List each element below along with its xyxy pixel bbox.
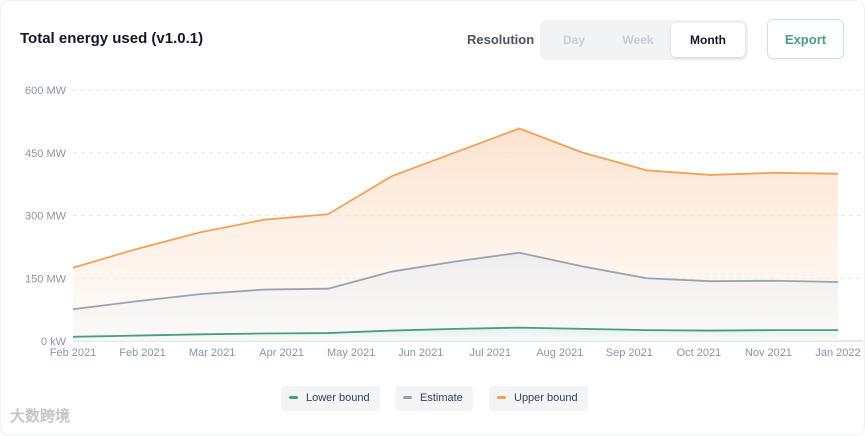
x-tick-label: Nov 2021: [745, 347, 792, 359]
y-tick-label: 0 kW: [41, 336, 67, 348]
y-tick-label: 300 MW: [25, 211, 67, 223]
resolution-toggle: Day Week Month: [540, 20, 748, 60]
chart-title: Total energy used (v1.0.1): [20, 30, 204, 47]
resolution-month-option[interactable]: Month: [671, 23, 745, 57]
legend-estimate[interactable]: Estimate: [395, 386, 473, 411]
legend-lower-bound[interactable]: Lower bound: [281, 386, 380, 411]
legend-upper-swatch: [497, 395, 506, 399]
legend-upper-label: Upper bound: [514, 392, 578, 404]
x-tick-label: Feb 2021: [119, 347, 165, 359]
watermark-logo: 大数跨境: [10, 408, 71, 425]
upper-bound-line: [72, 127, 839, 269]
x-tick-label: Oct 2021: [677, 347, 722, 359]
x-tick-label: May 2021: [327, 347, 375, 359]
estimate-line: [72, 251, 839, 311]
x-tick-label: Jun 2021: [398, 347, 443, 359]
resolution-week-option[interactable]: Week: [622, 33, 654, 47]
x-tick-label: Aug 2021: [536, 347, 583, 359]
legend-lower-swatch: [289, 395, 298, 399]
lower-bound-line: [72, 326, 838, 338]
legend-estimate-swatch: [403, 395, 412, 399]
x-tick-label: Jul 2021: [469, 347, 511, 359]
export-button[interactable]: Export: [767, 19, 844, 59]
energy-area-chart: 0 kW 150 MW 300 MW 450 MW 600 MW Feb 2021 Feb…: [25, 85, 863, 359]
resolution-day-option[interactable]: Day: [562, 33, 585, 47]
legend-upper-bound[interactable]: Upper bound: [489, 386, 588, 411]
x-tick-label: Sep 2021: [606, 347, 653, 359]
estimate-area: [73, 252, 838, 341]
x-tick-label: Jan 2022: [815, 347, 860, 359]
y-tick-label: 600 MW: [25, 85, 67, 97]
legend-lower-label: Lower bound: [306, 392, 370, 404]
legend-estimate-label: Estimate: [420, 392, 463, 404]
x-tick-label: Apr 2021: [259, 347, 304, 359]
x-tick-label: Mar 2021: [189, 347, 235, 359]
x-tick-label: Feb 2021: [50, 347, 96, 359]
resolution-label: Resolution: [467, 32, 535, 47]
y-tick-label: 450 MW: [25, 148, 67, 160]
y-tick-label: 150 MW: [25, 273, 67, 285]
